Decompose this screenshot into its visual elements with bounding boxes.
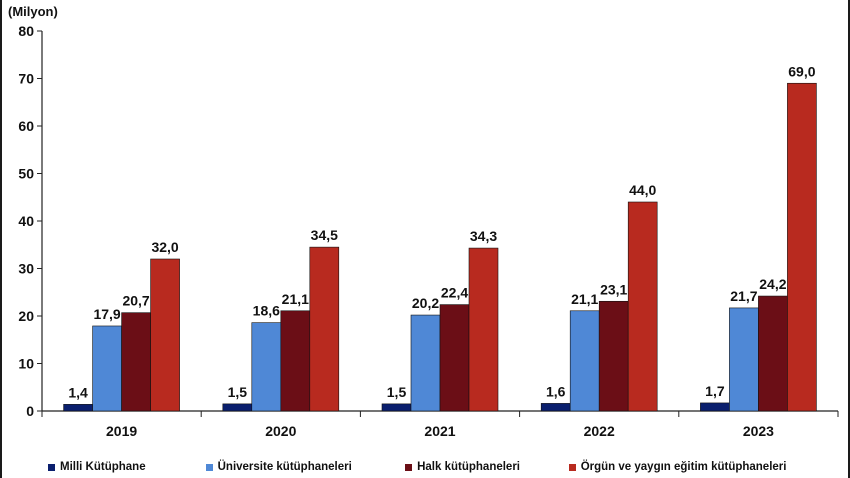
data-label: 1,4	[68, 384, 88, 400]
data-label: 23,1	[600, 281, 627, 297]
data-label: 21,1	[571, 291, 598, 307]
data-label: 22,4	[441, 285, 468, 301]
bar	[439, 304, 470, 412]
bar	[468, 247, 499, 412]
data-label: 1,7	[705, 383, 725, 399]
y-tick-label: 10	[18, 356, 34, 372]
bar	[251, 322, 282, 412]
bar	[598, 300, 629, 412]
bar	[150, 258, 180, 412]
x-tick-label: 2021	[424, 423, 455, 439]
bar	[92, 325, 122, 412]
legend-label: Üniversite kütüphaneleri	[217, 461, 352, 473]
y-tick-label: 50	[18, 166, 34, 182]
y-tick-label: 60	[18, 118, 34, 134]
legend-item: Örgün ve yaygın eğitim kütüphaneleri	[568, 459, 848, 475]
data-label: 44,0	[629, 182, 656, 198]
data-label: 17,9	[93, 306, 120, 322]
data-label: 20,2	[412, 295, 439, 311]
data-label: 18,6	[253, 303, 280, 319]
bar	[121, 312, 151, 412]
data-label: 1,6	[546, 383, 566, 399]
legend-label: Milli Kütüphane	[60, 461, 146, 473]
data-label: 24,2	[759, 276, 786, 292]
legend-item: Halk kütüphaneleri	[405, 459, 569, 475]
data-label: 21,1	[282, 291, 309, 307]
data-label: 21,7	[730, 288, 757, 304]
bar	[410, 314, 441, 412]
y-tick-label: 70	[18, 71, 34, 87]
x-tick-label: 2019	[106, 423, 137, 439]
data-label: 20,7	[122, 293, 149, 309]
bar	[569, 310, 600, 412]
bar	[222, 403, 253, 412]
x-tick-label: 2022	[584, 423, 615, 439]
legend-swatch	[48, 463, 55, 471]
y-tick-label: 20	[18, 308, 34, 324]
legend-swatch	[568, 463, 576, 471]
bar	[700, 402, 730, 412]
bar	[63, 404, 93, 412]
y-tick-label: 80	[18, 23, 34, 39]
y-axis-unit-label: (Milyon)	[8, 4, 58, 19]
bar	[309, 246, 340, 412]
data-label: 1,5	[387, 384, 407, 400]
legend-swatch	[205, 463, 213, 471]
legend-label: Halk kütüphaneleri	[417, 461, 520, 473]
data-label: 69,0	[788, 63, 815, 79]
data-label: 32,0	[151, 239, 178, 255]
bar	[758, 295, 788, 412]
chart-legend: Milli Kütüphane Üniversite kütüphaneleri H…	[48, 459, 848, 475]
legend-label: Örgün ve yaygın eğitim kütüphaneleri	[580, 461, 787, 473]
bar	[540, 403, 571, 412]
legend-item: Milli Kütüphane	[48, 459, 206, 475]
x-tick-label: 2023	[743, 423, 774, 439]
legend-item: Üniversite kütüphaneleri	[205, 459, 406, 475]
bar	[627, 201, 658, 412]
bar	[729, 307, 759, 412]
y-tick-label: 0	[26, 403, 34, 419]
y-tick-label: 40	[18, 213, 34, 229]
bar	[787, 82, 817, 412]
data-label: 34,5	[311, 227, 338, 243]
bar	[381, 403, 412, 412]
x-tick-label: 2020	[265, 423, 296, 439]
legend-swatch	[405, 463, 413, 471]
bar	[280, 310, 311, 412]
data-label: 1,5	[228, 384, 248, 400]
y-tick-label: 30	[18, 261, 34, 277]
data-label: 34,3	[470, 228, 497, 244]
